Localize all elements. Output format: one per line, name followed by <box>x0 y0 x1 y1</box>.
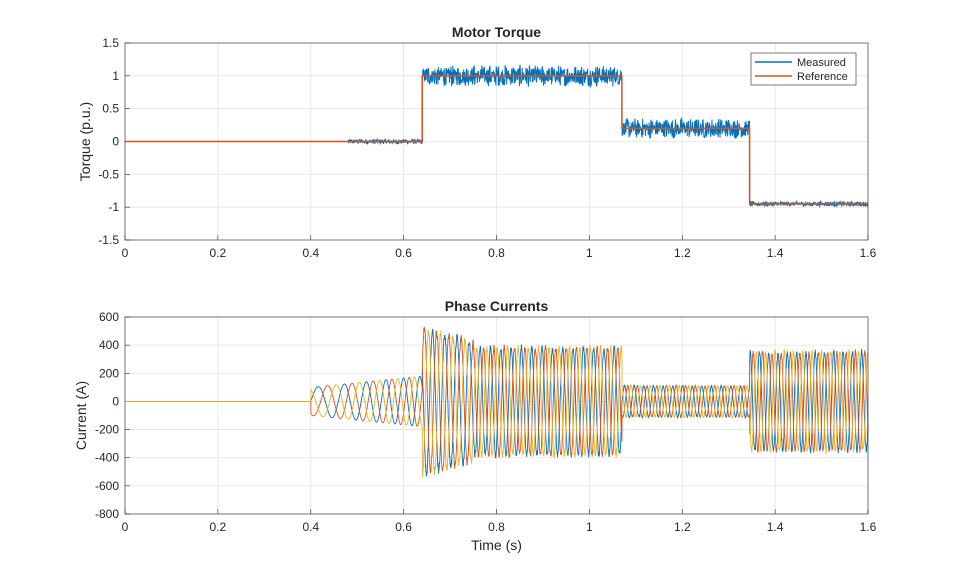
current-axes-box <box>124 316 869 515</box>
torque-axes-box <box>124 42 869 241</box>
current-xticks: 0 0.2 0.4 0.6 0.8 1 1.2 1.4 1.6 <box>122 520 877 534</box>
torque-xtick-label: 0.8 <box>488 246 505 260</box>
torque-yticks: -1.5 -1 -0.5 0 0.5 1 1.5 <box>98 36 119 247</box>
torque-xtick-label: 1 <box>586 246 593 260</box>
legend: Measured Reference <box>750 52 857 86</box>
legend-label-reference: Reference <box>797 71 848 83</box>
current-ytick-label: -400 <box>95 451 119 465</box>
phase-current-line-3 <box>125 329 869 478</box>
current-ylabel: Current (A) <box>73 381 89 450</box>
torque-xticks: 0 0.2 0.4 0.6 0.8 1 1.2 1.4 1.6 <box>122 246 877 260</box>
torque-xtick-label: 1.6 <box>860 246 877 260</box>
current-ytick-label: -800 <box>95 507 119 521</box>
torque-ytick-label: -1.5 <box>98 233 119 247</box>
torque-ytick-label: -1 <box>108 200 119 214</box>
legend-label-measured: Measured <box>797 57 846 69</box>
reference-torque-line <box>125 75 868 205</box>
torque-xtick-label: 0.4 <box>302 246 319 260</box>
current-xtick-label: 0 <box>122 520 129 534</box>
current-xtick-label: 0.6 <box>395 520 412 534</box>
torque-xtick-label: 0.2 <box>210 246 227 260</box>
torque-xtick-label: 1.2 <box>674 246 691 260</box>
torque-axes: 0 0.2 0.4 0.6 0.8 1 1.2 1.4 1.6 -1.5 -1 … <box>77 24 877 260</box>
legend-box <box>750 52 857 86</box>
torque-ytick-label: 0 <box>112 135 119 149</box>
current-xtick-label: 1.2 <box>674 520 691 534</box>
torque-ylabel: Torque (p.u.) <box>77 102 93 181</box>
current-ytick-label: 600 <box>99 310 119 324</box>
current-xtick-label: 1.4 <box>767 520 784 534</box>
torque-ytick-label: 1 <box>112 69 119 83</box>
current-yticks: -800 -600 -400 -200 0 200 400 600 <box>95 310 119 521</box>
torque-xtick-label: 1.4 <box>767 246 784 260</box>
current-xtick-label: 0.4 <box>302 520 319 534</box>
current-xtick-label: 0.8 <box>488 520 505 534</box>
current-xtick-label: 1.6 <box>860 520 877 534</box>
current-xlabel: Time (s) <box>471 537 522 553</box>
current-axes: 0 0.2 0.4 0.6 0.8 1 1.2 1.4 1.6 -800 -60… <box>73 298 877 553</box>
current-ytick-label: 0 <box>112 394 119 408</box>
current-ytick-label: 400 <box>99 338 119 352</box>
torque-ytick-label: 1.5 <box>102 36 119 50</box>
current-ytick-label: -600 <box>95 479 119 493</box>
current-ytick-label: 200 <box>99 366 119 380</box>
current-xtick-label: 1 <box>586 520 593 534</box>
torque-data <box>125 64 869 209</box>
current-title: Phase Currents <box>445 298 549 314</box>
current-ytick-label: -200 <box>95 423 119 437</box>
current-xtick-label: 0.2 <box>210 520 227 534</box>
torque-xtick-label: 0.6 <box>395 246 412 260</box>
torque-title: Motor Torque <box>452 24 541 40</box>
torque-xtick-label: 0 <box>122 246 129 260</box>
current-data <box>125 326 869 478</box>
torque-ytick-label: -0.5 <box>98 167 119 181</box>
torque-ytick-label: 0.5 <box>102 102 119 116</box>
